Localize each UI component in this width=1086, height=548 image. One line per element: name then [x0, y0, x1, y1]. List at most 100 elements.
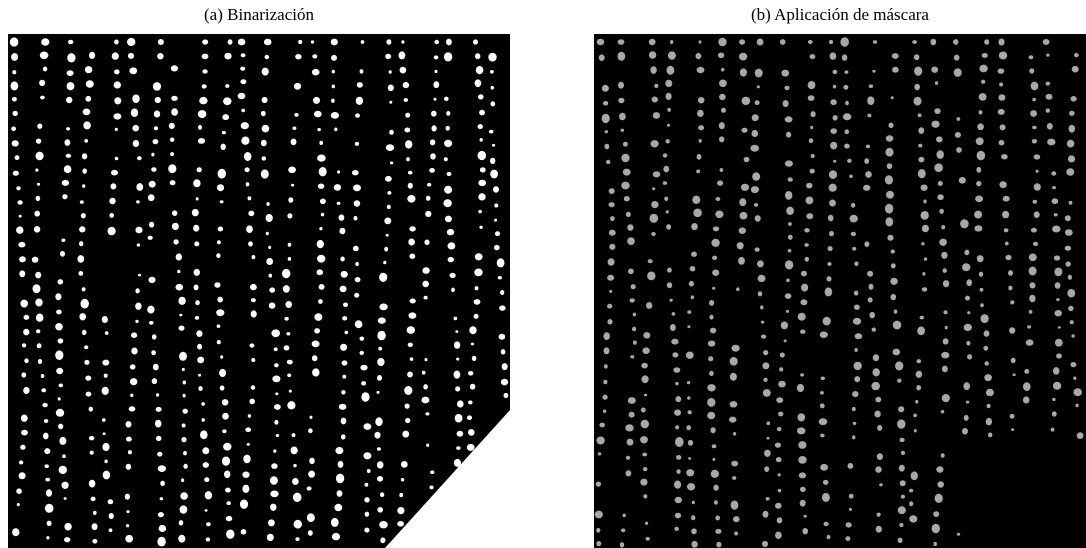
plant-blob [1066, 261, 1071, 266]
plant-blob [178, 297, 185, 305]
plant-blob [909, 515, 917, 522]
plant-blob [829, 170, 837, 179]
plant-blob [830, 52, 837, 59]
plant-blob [755, 247, 760, 251]
plant-blob [342, 375, 346, 379]
plant-blob [820, 391, 824, 394]
plant-blob [732, 345, 740, 352]
plant-blob [754, 203, 758, 207]
plant-blob [676, 396, 682, 402]
plant-blob [918, 113, 922, 117]
plant-blob [425, 211, 431, 217]
plant-blob [317, 269, 324, 275]
plant-blob [779, 367, 783, 371]
plant-blob [13, 111, 18, 116]
plant-blob [696, 53, 702, 59]
plant-blob [672, 312, 676, 316]
plant-blob [833, 160, 836, 163]
plant-blob [490, 170, 498, 179]
plant-blob [936, 466, 943, 472]
plant-blob [1056, 353, 1062, 358]
plant-blob [179, 326, 185, 331]
plant-blob [607, 319, 612, 325]
plant-blob [1032, 126, 1037, 130]
plant-blob [269, 287, 275, 292]
plant-blob [819, 418, 828, 425]
plant-blob [641, 363, 648, 369]
plant-blob [650, 66, 656, 74]
plant-blob [653, 112, 660, 119]
plant-blob [643, 494, 647, 498]
plant-blob [405, 140, 412, 148]
plant-blob [432, 125, 437, 131]
plant-blob [274, 420, 278, 425]
plant-blob [804, 243, 808, 247]
plant-blob [848, 463, 854, 469]
plant-blob [504, 393, 509, 398]
plant-blob [181, 437, 186, 442]
plant-blob [114, 69, 120, 74]
plant-blob [974, 225, 982, 231]
plant-blob [318, 299, 323, 304]
plant-blob [918, 127, 924, 134]
plant-blob [183, 394, 186, 398]
plant-blob [1029, 55, 1034, 59]
plant-blob [758, 275, 766, 282]
plant-blob [964, 250, 969, 256]
plant-blob [677, 469, 681, 474]
plant-blob [691, 252, 697, 257]
plant-blob [1029, 295, 1035, 302]
plant-blob [943, 338, 949, 344]
plant-blob [687, 325, 690, 328]
plant-blob [687, 381, 690, 384]
plant-blob [1053, 382, 1061, 390]
plant-blob [1065, 229, 1073, 236]
plant-blob [444, 97, 449, 101]
plant-blob [730, 401, 738, 407]
plant-blob [226, 530, 234, 539]
plant-blob [220, 355, 223, 358]
plant-blob [596, 528, 600, 533]
plant-blob [979, 65, 987, 73]
plant-blob [821, 377, 825, 381]
plant-blob [1036, 170, 1039, 173]
plant-blob [434, 98, 437, 101]
plant-blob [153, 364, 159, 371]
plant-blob [864, 158, 869, 164]
plant-blob [340, 344, 347, 351]
plant-blob [387, 205, 391, 209]
plant-blob [135, 303, 141, 310]
plant-blob [473, 39, 478, 44]
plant-blob [58, 279, 64, 284]
plant-blob [56, 409, 64, 417]
plant-blob [55, 350, 63, 360]
plant-blob [112, 52, 119, 59]
plant-blob [169, 123, 175, 129]
plant-blob [744, 157, 750, 162]
plant-blob [182, 368, 185, 371]
plant-blob [320, 199, 326, 205]
plant-blob [716, 197, 721, 201]
plant-blob [603, 332, 610, 340]
plant-blob [425, 358, 428, 361]
plant-blob [673, 367, 680, 373]
plant-blob [784, 86, 789, 90]
plant-blob [148, 277, 155, 283]
plant-blob [105, 331, 109, 335]
plant-blob [760, 305, 763, 309]
plant-blob [733, 432, 736, 436]
plant-blob [646, 537, 650, 541]
plant-blob [721, 108, 726, 113]
plant-blob [242, 485, 249, 493]
plant-blob [447, 172, 452, 176]
plant-blob [286, 332, 290, 335]
plant-blob [730, 357, 738, 366]
plant-blob [434, 55, 439, 59]
plant-blob [1054, 268, 1062, 277]
plant-blob [309, 458, 315, 464]
plant-blob [181, 478, 184, 482]
plant-blob [182, 424, 186, 428]
plant-blob [1046, 54, 1049, 57]
plant-blob [766, 497, 770, 501]
panel-caption: (b) Aplicación de máscara [751, 5, 929, 24]
